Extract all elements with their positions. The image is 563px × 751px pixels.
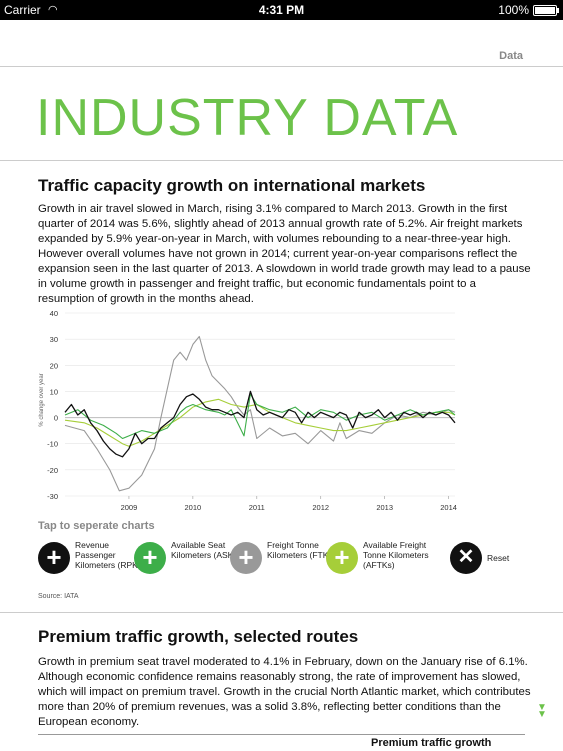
plus-icon[interactable]: + xyxy=(326,542,358,574)
x-tick-label: 2010 xyxy=(185,503,202,512)
legend-rpks-label: Revenue Passenger Kilometers (RPKs) xyxy=(75,540,145,570)
wifi-icon: ◠ xyxy=(48,4,58,16)
battery-percent: 100% xyxy=(498,3,529,17)
y-tick-label: -30 xyxy=(47,492,58,501)
premium-table-header: Premium traffic growth xyxy=(38,734,525,751)
reset-label: Reset xyxy=(487,553,510,563)
series-line-aftks xyxy=(64,398,456,447)
x-tick-label: 2012 xyxy=(312,503,329,512)
series-line-rpks xyxy=(64,390,456,458)
y-axis-label: % change over year xyxy=(39,373,45,426)
page-title: INDUSTRY DATA xyxy=(36,89,459,147)
section1-body: Growth in air travel slowed in March, ri… xyxy=(38,203,531,305)
y-tick-label: -10 xyxy=(47,440,58,449)
chart-grid xyxy=(65,312,455,497)
tap-to-separate-label: Tap to seperate charts xyxy=(38,520,155,532)
section1-heading: Traffic capacity growth on international… xyxy=(38,176,426,195)
carrier-label: Carrier xyxy=(4,3,41,17)
plus-icon[interactable]: + xyxy=(134,542,166,574)
close-icon[interactable]: ✕ xyxy=(450,542,482,574)
x-tick-label: 2011 xyxy=(249,503,265,512)
series-line-asks xyxy=(64,393,456,440)
y-tick-label: 30 xyxy=(50,335,58,344)
source-note: Source: IATA xyxy=(38,593,79,600)
y-tick-label: -20 xyxy=(47,466,58,475)
legend-asks-label: Available Seat Kilometers (ASKs) xyxy=(171,540,241,560)
y-tick-label: 0 xyxy=(54,414,58,423)
x-axis-ticks: 2009 2010 2011 2012 2013 2014 xyxy=(121,496,457,512)
legend-ftks-label: Freight Tonne Kilometers (FTKs) xyxy=(267,540,336,560)
legend-aftks-label: Available Freight Tonne Kilometers (AFTK… xyxy=(363,540,429,570)
x-tick-label: 2013 xyxy=(376,503,393,512)
x-tick-label: 2014 xyxy=(440,503,457,512)
y-tick-label: 20 xyxy=(50,361,58,370)
status-time: 4:31 PM xyxy=(258,3,305,17)
battery-icon xyxy=(533,5,559,16)
plus-icon[interactable]: + xyxy=(38,542,70,574)
title-divider xyxy=(0,160,563,161)
plus-icon[interactable]: + xyxy=(230,542,262,574)
header-divider xyxy=(0,66,563,67)
y-tick-label: 10 xyxy=(50,387,58,396)
reset-button[interactable]: ✕ Reset xyxy=(450,540,530,580)
series-line-ftks xyxy=(64,335,456,492)
status-bar: Carrier ◠ 4:31 PM 100% xyxy=(0,0,563,20)
legend-aftks[interactable]: + Available Freight Tonne Kilometers (AF… xyxy=(326,540,436,580)
x-tick-label: 2009 xyxy=(121,503,138,512)
legend-rpks[interactable]: + Revenue Passenger Kilometers (RPKs) xyxy=(38,540,145,580)
premium-table-title: Premium traffic growth xyxy=(371,737,492,749)
y-axis-ticks: 40 30 20 10 0 -10 -20 -30 xyxy=(47,309,58,501)
section-label: Data xyxy=(499,50,523,62)
y-tick-label: 40 xyxy=(50,309,58,318)
section2-heading: Premium traffic growth, selected routes xyxy=(38,627,359,646)
section-divider xyxy=(0,612,563,613)
section2-body: Growth in premium seat travel moderated … xyxy=(38,656,531,728)
scroll-down-icon[interactable]: ▼ ▼ xyxy=(537,702,547,720)
legend-ftks[interactable]: + Freight Tonne Kilometers (FTKs) xyxy=(230,540,335,580)
chart-series xyxy=(64,335,456,492)
legend-asks[interactable]: + Available Seat Kilometers (ASKs) xyxy=(134,540,240,580)
